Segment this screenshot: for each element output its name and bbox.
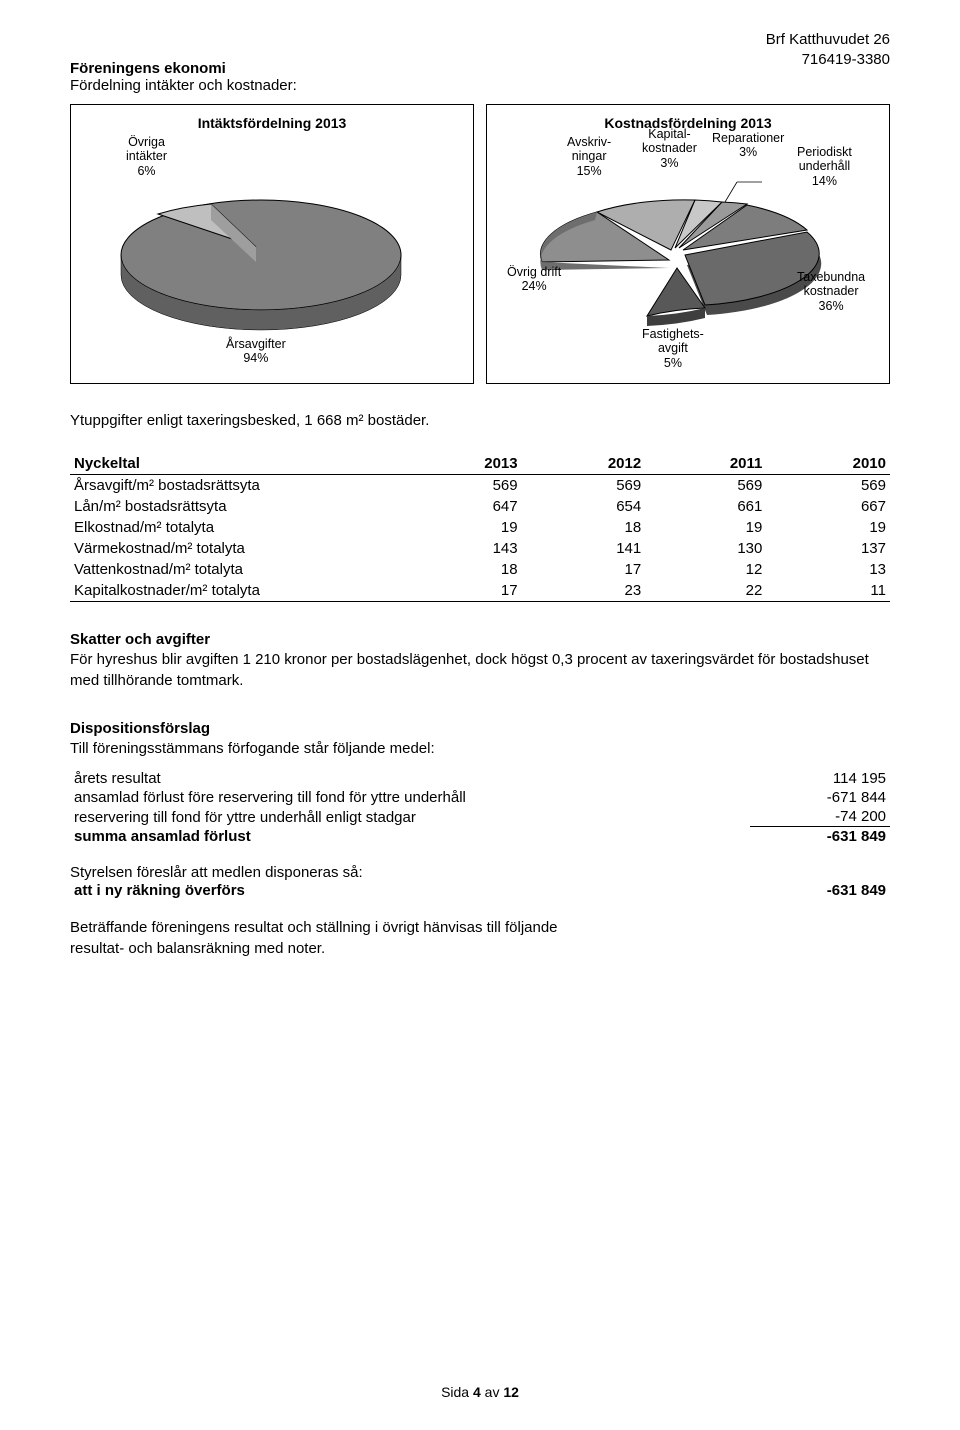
chart2-label-kapital: Kapital- kostnader 3% — [642, 127, 697, 170]
closing-block: Beträffande föreningens resultat och stä… — [70, 918, 890, 959]
skatter-title: Skatter och avgifter — [70, 630, 890, 650]
closing-text1: Beträffande föreningens resultat och stä… — [70, 918, 890, 938]
section-subtitle: Fördelning intäkter och kostnader: — [70, 77, 890, 94]
page-footer: Sida 4 av 12 — [0, 1384, 960, 1400]
table-row: Vattenkostnad/m² totalyta 18 17 12 13 — [70, 559, 890, 580]
chart2-label-taxe: Taxebundna kostnader 36% — [797, 270, 865, 313]
chart2-label-ovrig: Övrig drift 24% — [507, 265, 561, 294]
chart-costs: Kostnadsfördelning 2013 — [486, 104, 890, 384]
skatter-block: Skatter och avgifter För hyreshus blir a… — [70, 630, 890, 691]
chart2-label-rep: Reparationer 3% — [712, 131, 784, 160]
chart-income-title: Intäktsfördelning 2013 — [81, 115, 463, 131]
dispo-intro: Till föreningsstämmans förfogande står f… — [70, 739, 890, 759]
chart-income: Intäktsfördelning 2013 Övriga intäkter 6… — [70, 104, 474, 384]
charts-row: Intäktsfördelning 2013 Övriga intäkter 6… — [70, 104, 890, 384]
tax-line: Ytuppgifter enligt taxeringsbesked, 1 66… — [70, 412, 890, 429]
table-row: reservering till fond för yttre underhål… — [70, 807, 890, 827]
nyckeltal-h3: 2011 — [645, 453, 766, 475]
table-row: Elkostnad/m² totalyta 19 18 19 19 — [70, 517, 890, 538]
nyckeltal-header: Nyckeltal 2013 2012 2011 2010 — [70, 453, 890, 475]
table-row: Värmekostnad/m² totalyta 143 141 130 137 — [70, 538, 890, 559]
overfors-table: att i ny räkning överförs -631 849 — [70, 881, 890, 900]
nyckeltal-table: Nyckeltal 2013 2012 2011 2010 Årsavgift/… — [70, 453, 890, 602]
chart1-label-ovriga: Övriga intäkter 6% — [126, 135, 167, 178]
nyckeltal-h0: Nyckeltal — [70, 453, 398, 475]
table-row: att i ny räkning överförs -631 849 — [70, 881, 890, 900]
nyckeltal-h2: 2012 — [522, 453, 646, 475]
table-row: årets resultat 114 195 — [70, 769, 890, 788]
chart1-label-arsavgifter: Årsavgifter 94% — [226, 337, 286, 366]
chart2-label-period: Periodiskt underhåll 14% — [797, 145, 852, 188]
chart2-label-fastig: Fastighets- avgift 5% — [642, 327, 704, 370]
org-header: Brf Katthuvudet 26 716419-3380 — [766, 30, 890, 69]
table-row: ansamlad förlust före reservering till f… — [70, 788, 890, 807]
chart2-label-avskriv: Avskriv- ningar 15% — [567, 135, 611, 178]
skatter-text: För hyreshus blir avgiften 1 210 kronor … — [70, 650, 890, 691]
dispo-table: årets resultat 114 195 ansamlad förlust … — [70, 769, 890, 846]
dispo-block: Dispositionsförslag Till föreningsstämma… — [70, 719, 890, 760]
table-row: Lån/m² bostadsrättsyta 647 654 661 667 — [70, 496, 890, 517]
org-name: Brf Katthuvudet 26 — [766, 30, 890, 50]
org-number: 716419-3380 — [766, 50, 890, 70]
nyckeltal-h1: 2013 — [398, 453, 522, 475]
dispo-title: Dispositionsförslag — [70, 719, 890, 739]
nyckeltal-h4: 2010 — [766, 453, 890, 475]
table-row: Kapitalkostnader/m² totalyta 17 23 22 11 — [70, 580, 890, 602]
table-row: summa ansamlad förlust -631 849 — [70, 827, 890, 847]
styrelsen-line: Styrelsen föreslår att medlen disponeras… — [70, 864, 890, 881]
closing-text2: resultat- och balansräkning med noter. — [70, 939, 890, 959]
table-row: Årsavgift/m² bostadsrättsyta 569 569 569… — [70, 475, 890, 497]
